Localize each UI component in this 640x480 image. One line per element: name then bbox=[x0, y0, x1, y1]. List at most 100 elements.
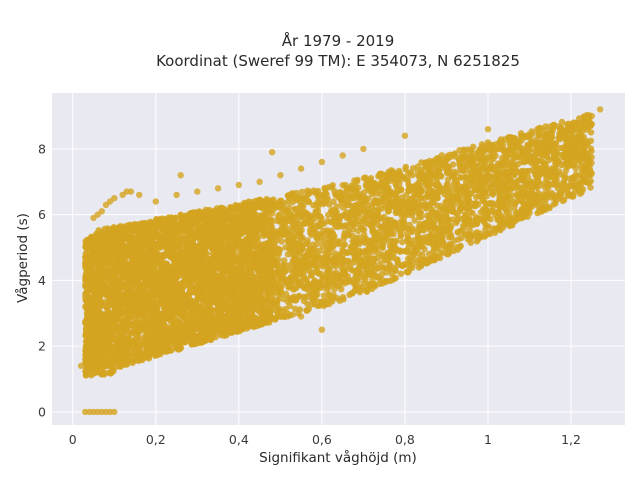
data-point bbox=[506, 215, 513, 222]
data-point bbox=[376, 275, 383, 282]
data-point bbox=[442, 221, 450, 228]
data-point bbox=[284, 208, 291, 215]
data-point bbox=[424, 184, 431, 191]
data-point bbox=[537, 170, 544, 178]
data-point bbox=[311, 291, 319, 299]
data-point bbox=[557, 126, 564, 133]
data-point bbox=[278, 290, 285, 297]
data-point bbox=[534, 140, 541, 148]
data-point bbox=[411, 184, 419, 191]
data-point bbox=[482, 220, 489, 228]
data-point bbox=[406, 196, 413, 203]
data-point bbox=[277, 201, 284, 208]
data-point bbox=[550, 152, 558, 159]
data-point bbox=[475, 150, 483, 157]
data-point bbox=[284, 313, 291, 320]
data-point bbox=[467, 190, 474, 198]
data-point bbox=[308, 217, 315, 224]
data-point bbox=[319, 274, 327, 281]
data-point bbox=[382, 218, 389, 225]
data-point bbox=[323, 191, 330, 198]
data-point bbox=[307, 229, 314, 237]
data-point bbox=[494, 160, 502, 167]
data-point bbox=[491, 165, 498, 172]
data-point bbox=[302, 263, 309, 270]
data-point bbox=[349, 267, 357, 274]
data-point bbox=[379, 251, 387, 258]
data-point bbox=[304, 252, 312, 260]
data-point bbox=[455, 236, 462, 243]
data-point bbox=[335, 240, 343, 248]
data-point bbox=[447, 243, 454, 251]
data-point bbox=[529, 130, 536, 138]
data-point bbox=[378, 270, 386, 278]
data-point bbox=[563, 135, 570, 142]
data-point bbox=[354, 274, 361, 281]
data-point bbox=[437, 202, 445, 210]
data-point bbox=[286, 283, 293, 290]
data-point bbox=[449, 185, 456, 192]
data-point bbox=[391, 198, 398, 206]
data-point bbox=[522, 146, 529, 153]
data-point bbox=[447, 206, 454, 213]
data-point bbox=[562, 152, 569, 159]
data-point bbox=[508, 197, 515, 204]
data-point bbox=[272, 316, 279, 323]
data-point bbox=[361, 189, 368, 196]
data-point bbox=[399, 238, 406, 246]
data-point bbox=[304, 293, 311, 300]
data-point bbox=[281, 275, 288, 283]
data-point bbox=[529, 184, 536, 191]
data-point bbox=[396, 180, 403, 187]
scatter-points bbox=[77, 106, 604, 416]
data-point bbox=[414, 231, 421, 238]
data-point bbox=[361, 220, 368, 227]
data-point bbox=[561, 172, 568, 179]
data-point bbox=[469, 180, 477, 187]
data-point bbox=[515, 192, 522, 199]
data-point bbox=[586, 156, 593, 164]
data-point bbox=[323, 286, 330, 293]
data-point bbox=[367, 175, 375, 182]
data-point bbox=[339, 204, 347, 211]
data-point bbox=[315, 193, 322, 201]
data-point bbox=[587, 129, 595, 136]
data-point bbox=[304, 258, 312, 265]
data-point bbox=[286, 295, 294, 303]
data-point bbox=[574, 185, 581, 192]
data-point bbox=[518, 158, 526, 165]
data-point bbox=[366, 212, 373, 219]
data-point bbox=[325, 211, 332, 219]
data-point bbox=[542, 206, 549, 213]
data-point bbox=[443, 187, 450, 194]
data-point bbox=[477, 209, 485, 216]
data-point bbox=[564, 159, 571, 166]
chart-title-line2: Koordinat (Sweref 99 TM): E 354073, N 62… bbox=[156, 52, 520, 70]
data-point bbox=[317, 301, 324, 308]
data-point bbox=[345, 227, 352, 234]
data-point bbox=[350, 221, 357, 228]
data-point bbox=[336, 297, 343, 304]
data-point bbox=[511, 168, 519, 175]
data-point bbox=[352, 214, 359, 221]
data-point bbox=[417, 195, 425, 202]
data-point bbox=[471, 230, 479, 237]
data-point bbox=[312, 222, 319, 229]
data-point bbox=[432, 242, 440, 250]
data-point bbox=[82, 327, 90, 334]
data-point bbox=[320, 234, 327, 241]
data-point bbox=[453, 179, 461, 187]
data-point bbox=[539, 151, 546, 158]
data-point bbox=[578, 189, 585, 196]
data-point bbox=[582, 177, 589, 184]
data-point bbox=[331, 250, 339, 257]
data-point bbox=[397, 232, 405, 239]
data-point bbox=[527, 194, 534, 201]
data-point bbox=[527, 178, 534, 185]
data-point bbox=[285, 217, 293, 224]
data-point bbox=[552, 163, 559, 171]
data-point bbox=[351, 280, 358, 287]
data-point bbox=[317, 213, 324, 221]
data-point bbox=[542, 123, 549, 130]
